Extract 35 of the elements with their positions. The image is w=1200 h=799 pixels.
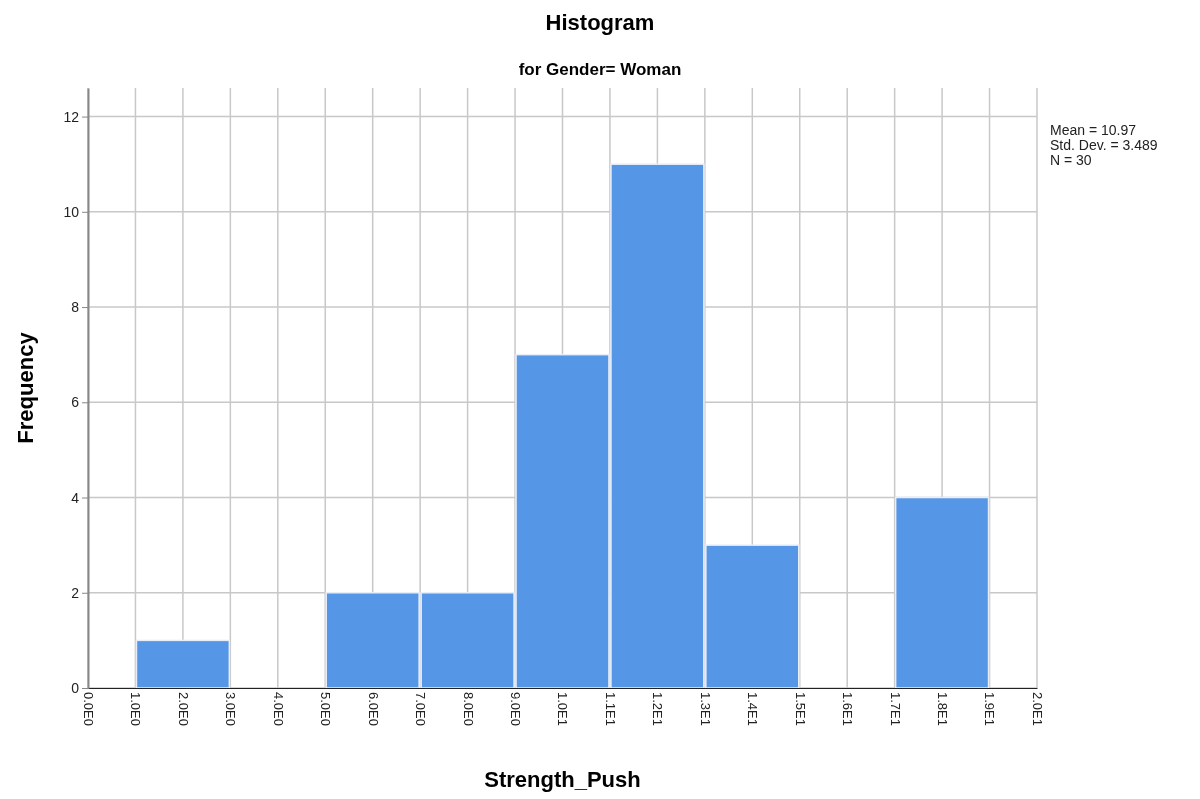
x-tick-label: 1.1E1 (602, 692, 618, 726)
y-tick-label: 6 (71, 394, 80, 411)
x-tick-label: 4.0E0 (270, 692, 286, 726)
x-tick-label: 0.0E0 (80, 692, 96, 726)
x-tick-label: 2.0E1 (1029, 692, 1045, 726)
y-tick-label: 10 (63, 203, 80, 220)
x-tick-label: 1.0E0 (128, 692, 144, 726)
y-tick-label: 2 (71, 584, 80, 601)
x-axis-title: Strength_Push (484, 767, 641, 792)
x-tick-label: 1.4E1 (745, 692, 761, 726)
x-tick-label: 3.0E0 (223, 692, 239, 726)
x-tick-label: 1.0E1 (555, 692, 571, 726)
x-tick-label: 1.2E1 (650, 692, 666, 726)
x-tick-label: 7.0E0 (413, 692, 429, 726)
x-tick-label: 1.3E1 (697, 692, 713, 726)
chart-title: Histogram (545, 10, 655, 35)
text: Mean = 10.97 (1050, 122, 1137, 138)
x-tick-label: 8.0E0 (460, 692, 476, 726)
x-tick-label: 1.8E1 (935, 692, 951, 726)
text: N = 30 (1050, 152, 1092, 168)
text: Std. Dev. = 3.489 (1050, 137, 1158, 153)
x-tick-label: 6.0E0 (365, 692, 381, 726)
y-tick-label: 12 (63, 108, 80, 125)
x-tick-label: 1.6E1 (840, 692, 856, 726)
x-tick-label: 1.7E1 (887, 692, 903, 726)
y-tick-label: 4 (71, 489, 80, 506)
x-tick-label: 9.0E0 (508, 692, 523, 726)
x-tick-label: 2.0E0 (175, 692, 191, 726)
chart-subtitle: for Gender= Woman (518, 60, 682, 79)
x-tick-label: 1.5E1 (792, 692, 808, 726)
x-tick-label: 5.0E0 (318, 692, 334, 726)
y-axis-title: Frequency (13, 331, 38, 444)
y-tick-label: 8 (71, 299, 80, 316)
x-tick-label: 1.9E1 (982, 692, 998, 726)
y-tick-label: 0 (71, 679, 80, 696)
